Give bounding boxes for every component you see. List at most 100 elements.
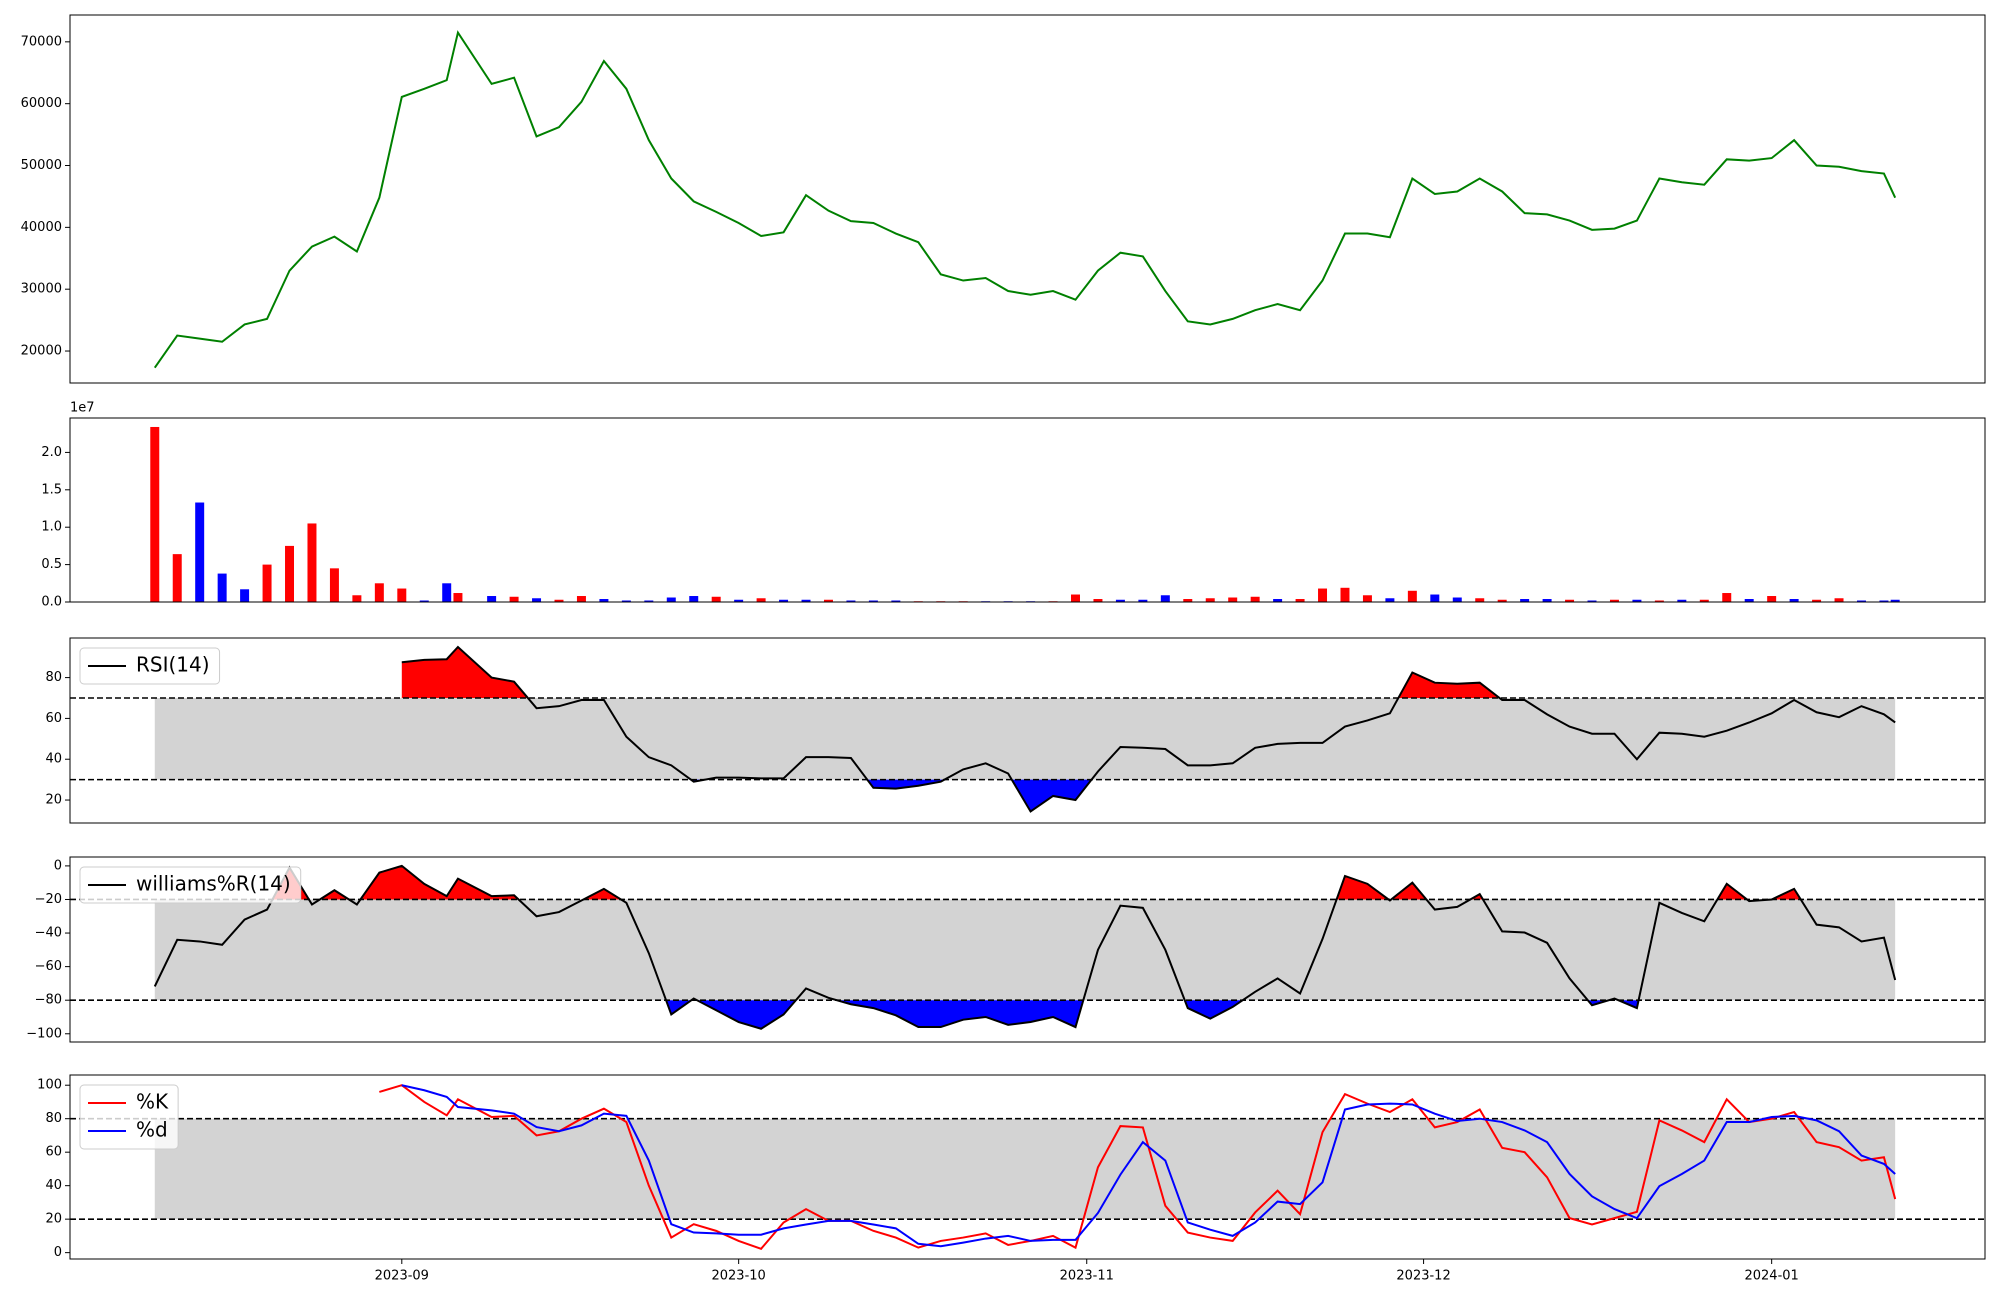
volume-bar bbox=[1273, 599, 1283, 602]
series-line bbox=[153, 864, 1897, 1030]
legend-box bbox=[79, 1084, 179, 1150]
y-tick-label: 1.0 bbox=[41, 520, 62, 535]
y-tick-label: 40 bbox=[45, 1178, 62, 1193]
y-tick-label: 2.0 bbox=[41, 445, 62, 460]
legend-box bbox=[79, 647, 221, 685]
volume-bar bbox=[823, 599, 833, 602]
volume-bar bbox=[1205, 598, 1215, 602]
x-tick-label: 2023-09 bbox=[375, 1269, 429, 1284]
volume-bar bbox=[453, 593, 463, 602]
legend-label: williams%R(14) bbox=[136, 872, 291, 896]
volume-bar bbox=[1430, 594, 1440, 602]
x-tick-label: 2023-10 bbox=[711, 1269, 765, 1284]
volume-bar bbox=[352, 595, 362, 602]
y-tick-label: −20 bbox=[35, 892, 62, 907]
volume-bar bbox=[374, 583, 384, 602]
x-tick-label: 2023-11 bbox=[1060, 1269, 1114, 1284]
y-tick-label: 60 bbox=[45, 711, 62, 726]
volume-bar bbox=[509, 596, 519, 602]
volume-bar bbox=[846, 600, 856, 602]
volume-bar bbox=[1587, 600, 1597, 602]
volume-bar bbox=[1856, 600, 1866, 602]
series-line bbox=[153, 30, 1897, 369]
y-tick-label: 40 bbox=[45, 752, 62, 767]
volume-bar bbox=[621, 600, 631, 602]
volume-bar bbox=[1452, 597, 1462, 602]
y-tick-label: 80 bbox=[45, 1111, 62, 1126]
volume-bar bbox=[329, 568, 339, 602]
series-line bbox=[379, 1084, 1897, 1250]
volume-bar bbox=[1812, 599, 1822, 602]
legend: RSI(14) bbox=[79, 647, 221, 685]
volume-bar bbox=[1654, 600, 1664, 602]
y-tick-label: 50000 bbox=[21, 158, 62, 173]
neutral-band bbox=[154, 698, 1896, 780]
volume-bar bbox=[195, 502, 205, 602]
volume-bar bbox=[1542, 599, 1552, 602]
volume-bar bbox=[172, 554, 182, 602]
axes-frame bbox=[69, 1074, 1986, 1260]
volume-bar bbox=[285, 545, 295, 602]
volume-bar bbox=[1362, 595, 1372, 602]
volume-bar bbox=[1093, 599, 1103, 602]
y-tick-label: 20 bbox=[45, 1212, 62, 1227]
volume-bar bbox=[397, 588, 407, 602]
axes-frame bbox=[69, 14, 1986, 384]
y-tick-label: 100 bbox=[37, 1078, 62, 1093]
y-tick-label: −100 bbox=[26, 1026, 62, 1041]
y-tick-label: 60 bbox=[45, 1145, 62, 1160]
volume-bar bbox=[419, 600, 429, 602]
neutral-band bbox=[154, 1118, 1896, 1220]
legend-label: %d bbox=[136, 1118, 168, 1142]
legend-label: RSI(14) bbox=[136, 653, 210, 677]
volume-bar bbox=[779, 599, 789, 602]
volume-bar bbox=[868, 600, 878, 602]
volume-bar bbox=[1609, 599, 1619, 602]
axes-frame bbox=[69, 417, 1986, 603]
overbought-fill bbox=[154, 865, 1896, 900]
volume-bar bbox=[532, 598, 542, 602]
volume-bar bbox=[442, 583, 452, 602]
oversold-fill bbox=[401, 779, 1896, 812]
volume-bar bbox=[1250, 596, 1260, 602]
volume-bar bbox=[1767, 596, 1777, 602]
volume-bar bbox=[1834, 598, 1844, 602]
volume-bar bbox=[1071, 594, 1080, 602]
volume-bar bbox=[1138, 599, 1148, 602]
volume-bar bbox=[1520, 599, 1530, 602]
legend-label: %K bbox=[136, 1090, 169, 1114]
y-tick-label: 0 bbox=[54, 858, 62, 873]
y-tick-label: 1.5 bbox=[41, 482, 62, 497]
volume-bar bbox=[1407, 590, 1417, 602]
volume-bar bbox=[599, 599, 609, 602]
volume-bar bbox=[576, 596, 586, 602]
volume-bar bbox=[307, 523, 317, 602]
volume-bar bbox=[1160, 595, 1170, 602]
volume-bar bbox=[1722, 593, 1732, 602]
neutral-band bbox=[154, 899, 1896, 1001]
y-tick-label: 20000 bbox=[21, 344, 62, 359]
y-tick-label: −80 bbox=[35, 993, 62, 1008]
volume-bar bbox=[1497, 599, 1507, 602]
x-tick-label: 2023-12 bbox=[1396, 1269, 1450, 1284]
volume-bar bbox=[756, 598, 766, 602]
volume-bar bbox=[891, 600, 901, 602]
axes-frame bbox=[69, 637, 1986, 824]
axes-frame bbox=[69, 856, 1986, 1043]
y-tick-label: 70000 bbox=[21, 34, 62, 49]
volume-bar bbox=[1228, 597, 1238, 602]
volume-bar bbox=[1295, 599, 1305, 602]
y-tick-label: −40 bbox=[35, 926, 62, 941]
volume-bar bbox=[801, 599, 811, 602]
volume-bar bbox=[240, 589, 250, 602]
y-tick-label: 40000 bbox=[21, 220, 62, 235]
y-tick-label: 30000 bbox=[21, 282, 62, 297]
volume-bar bbox=[1115, 599, 1125, 602]
volume-bar bbox=[1340, 587, 1350, 602]
y-tick-label: 0.0 bbox=[41, 595, 62, 610]
y-tick-label: 80 bbox=[45, 670, 62, 685]
volume-bar bbox=[666, 597, 676, 602]
volume-bar bbox=[487, 596, 497, 602]
volume-bar bbox=[150, 426, 160, 602]
